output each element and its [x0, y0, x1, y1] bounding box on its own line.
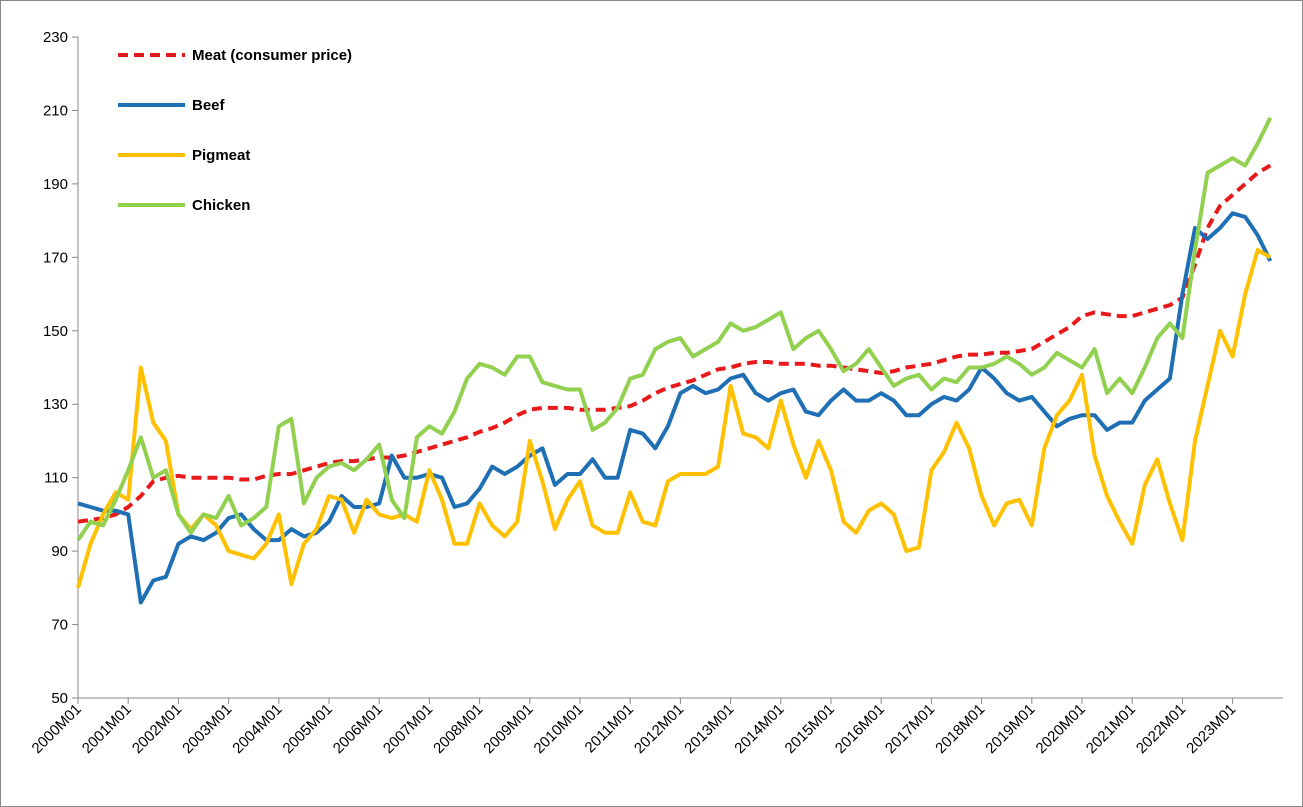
series-line: [76, 248, 1272, 589]
y-tick-label: 190: [43, 176, 68, 193]
y-tick-label: 90: [51, 543, 68, 560]
series-line: [76, 116, 1273, 542]
legend-label: Chicken: [192, 197, 250, 214]
series-line: [77, 211, 1273, 605]
y-tick-label: 50: [51, 690, 68, 707]
legend-label: Meat (consumer price): [192, 47, 352, 64]
y-tick-label: 150: [43, 323, 68, 340]
y-tick-label: 230: [43, 29, 68, 46]
series-line: [77, 163, 1272, 524]
y-tick-label: 110: [44, 470, 68, 487]
y-tick-label: 70: [51, 617, 68, 634]
y-tick-label: 170: [43, 249, 68, 266]
legend-label: Pigmeat: [192, 147, 250, 164]
y-tick-label: 130: [43, 396, 68, 413]
y-tick-label: 210: [43, 102, 68, 119]
legend-label: Beef: [192, 97, 226, 114]
